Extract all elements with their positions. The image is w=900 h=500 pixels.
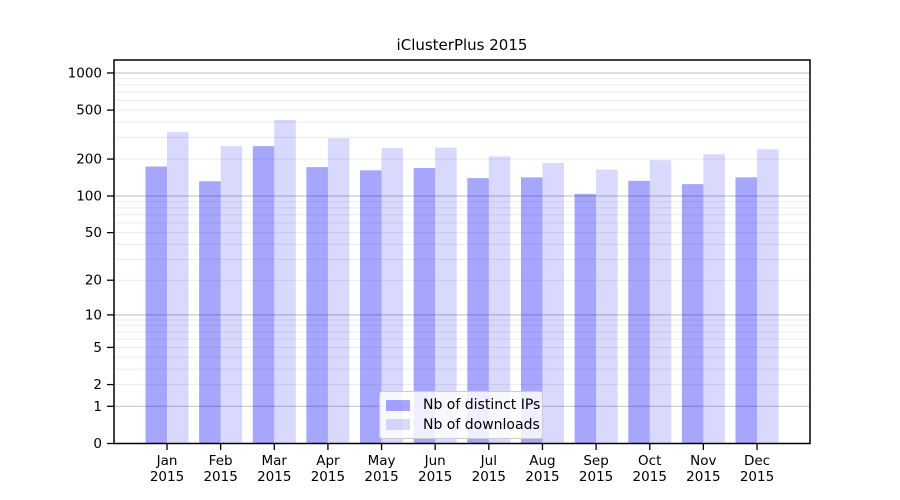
- bar-downloads-Nov-2015: [703, 154, 725, 444]
- x-tick-label-month: Jan: [156, 453, 178, 469]
- x-tick-label-year: 2015: [257, 469, 291, 485]
- bar-distinct-ips-Dec-2015: [735, 177, 757, 444]
- bar-downloads-Aug-2015: [542, 162, 564, 444]
- bar-distinct-ips-Jan-2015: [145, 166, 167, 444]
- bar-downloads-Dec-2015: [757, 149, 779, 444]
- x-tick-label-year: 2015: [311, 469, 345, 485]
- x-tick-label-month: Dec: [744, 453, 770, 469]
- legend-label-downloads: Nb of downloads: [423, 416, 540, 433]
- x-tick-label-year: 2015: [740, 469, 774, 485]
- bar-distinct-ips-Mar-2015: [252, 146, 275, 444]
- bar-downloads-Jun-2015: [435, 147, 457, 444]
- plot-frame: [113, 59, 811, 445]
- legend-item-downloads: Nb of downloads: [380, 416, 542, 433]
- x-tick-label-month: Nov: [690, 453, 716, 469]
- y-tick-label: 200: [76, 152, 102, 168]
- y-tick-label: 10: [85, 307, 102, 323]
- bar-downloads-Sep-2015: [596, 169, 618, 444]
- y-tick-label: 2: [93, 377, 102, 393]
- bar-downloads-May-2015: [381, 148, 404, 444]
- bar-distinct-ips-Feb-2015: [199, 181, 221, 444]
- y-tick-label: 50: [85, 225, 102, 241]
- bar-distinct-ips-May-2015: [360, 170, 382, 444]
- y-tick-label: 1: [93, 399, 102, 415]
- bar-distinct-ips-Sep-2015: [574, 193, 597, 444]
- x-tick-label-month: Mar: [262, 453, 288, 469]
- y-tick-label: 20: [85, 273, 102, 289]
- bar-distinct-ips-Jul-2015: [467, 178, 489, 444]
- bar-downloads-Oct-2015: [649, 160, 672, 444]
- x-tick-label-year: 2015: [364, 469, 398, 485]
- bar-distinct-ips-Apr-2015: [306, 167, 328, 444]
- bar-downloads-Jul-2015: [488, 156, 511, 444]
- bar-distinct-ips-Aug-2015: [520, 177, 543, 444]
- legend-swatch-distinct-ips: [386, 399, 410, 411]
- y-tick-label: 1000: [68, 65, 102, 81]
- legend-item-distinct-ips: Nb of distinct IPs: [380, 397, 542, 414]
- x-tick-label-month: Sep: [583, 453, 608, 469]
- legend-label-distinct-ips: Nb of distinct IPs: [423, 397, 541, 414]
- x-tick-label-month: Aug: [529, 453, 555, 469]
- x-tick-label-year: 2015: [472, 469, 506, 485]
- x-tick-label-year: 2015: [525, 469, 559, 485]
- x-tick-label-year: 2015: [418, 469, 452, 485]
- bar-downloads-Jan-2015: [167, 132, 189, 444]
- x-tick-label-year: 2015: [150, 469, 184, 485]
- y-tick-label: 500: [76, 103, 102, 119]
- x-tick-label-year: 2015: [633, 469, 667, 485]
- legend: Nb of distinct IPs Nb of downloads: [379, 391, 543, 439]
- bar-downloads-Mar-2015: [274, 119, 296, 444]
- y-tick-label: 100: [76, 188, 102, 204]
- bar-distinct-ips-Oct-2015: [628, 180, 650, 444]
- bar-downloads-Apr-2015: [327, 138, 350, 444]
- x-tick-label-month: Oct: [638, 453, 661, 469]
- bar-distinct-ips-Jun-2015: [413, 168, 436, 444]
- x-tick-label-month: Apr: [316, 453, 340, 469]
- legend-swatch-downloads: [386, 419, 410, 431]
- x-tick-label-year: 2015: [203, 469, 237, 485]
- x-tick-label-month: Feb: [209, 453, 233, 469]
- y-tick-label: 5: [93, 340, 102, 356]
- x-tick-label-year: 2015: [579, 469, 613, 485]
- x-tick-label-month: Jul: [480, 453, 497, 469]
- x-tick-label-month: May: [368, 453, 396, 469]
- x-tick-label-year: 2015: [686, 469, 720, 485]
- y-tick-label: 0: [93, 436, 102, 452]
- x-tick-label-month: Jun: [424, 453, 446, 469]
- chart-title: iClusterPlus 2015: [396, 36, 528, 54]
- bar-distinct-ips-Nov-2015: [681, 184, 704, 444]
- bar-downloads-Feb-2015: [220, 146, 243, 444]
